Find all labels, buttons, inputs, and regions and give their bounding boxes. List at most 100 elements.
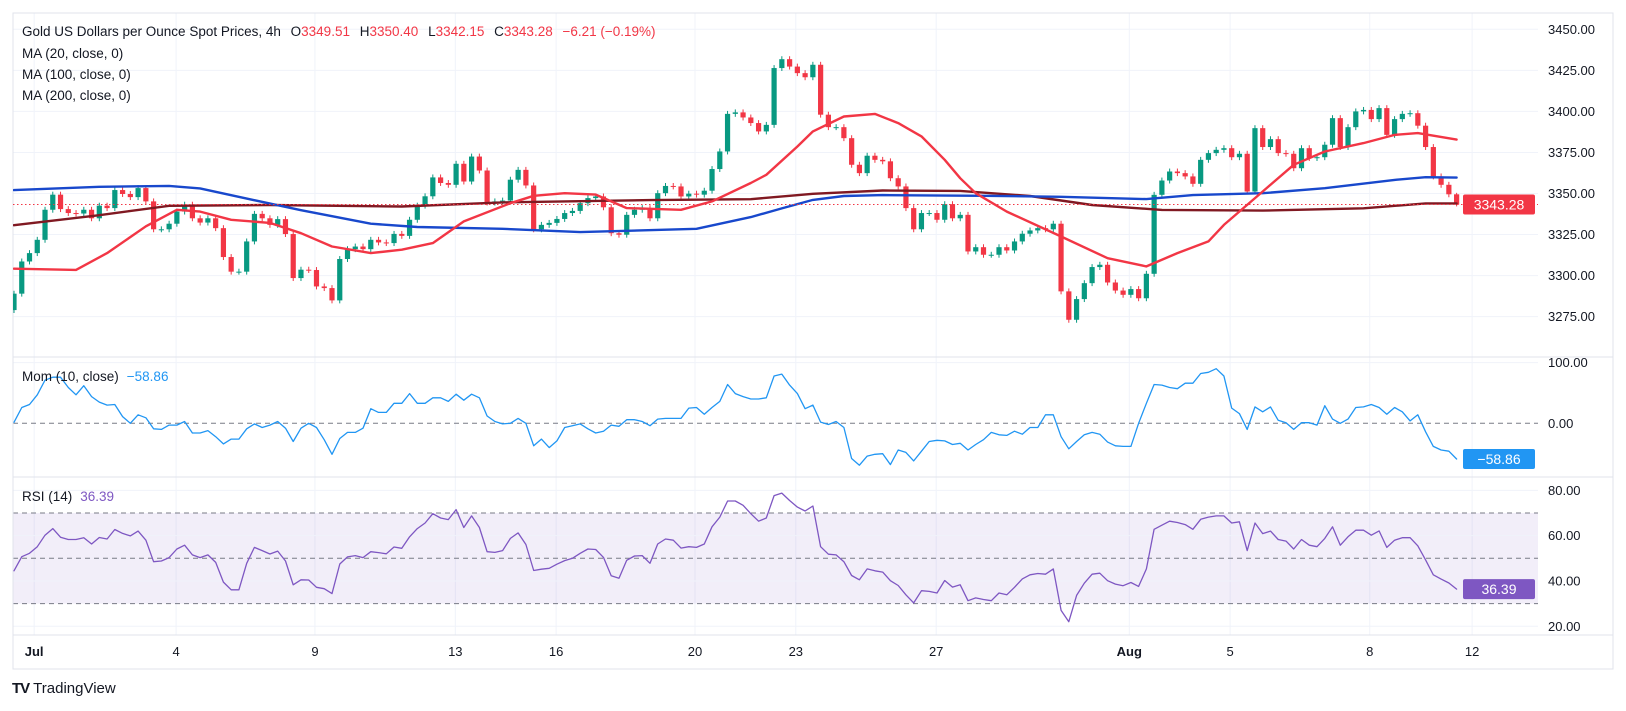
candle[interactable] xyxy=(453,160,459,188)
candle[interactable] xyxy=(166,220,172,233)
candle[interactable] xyxy=(1298,145,1305,172)
candle[interactable] xyxy=(732,109,738,117)
candle[interactable] xyxy=(802,70,808,81)
candle[interactable] xyxy=(1120,287,1126,298)
candle[interactable] xyxy=(1399,110,1405,123)
candle[interactable] xyxy=(1143,270,1149,302)
candle[interactable] xyxy=(531,182,537,233)
candle[interactable] xyxy=(88,206,95,222)
candle[interactable] xyxy=(717,148,723,172)
candle[interactable] xyxy=(50,191,56,213)
candle[interactable] xyxy=(1089,264,1095,287)
candle[interactable] xyxy=(313,267,320,290)
candle[interactable] xyxy=(158,226,164,233)
candle[interactable] xyxy=(864,152,870,177)
candle[interactable] xyxy=(554,215,560,226)
candle[interactable] xyxy=(1368,106,1374,123)
candle[interactable] xyxy=(1104,261,1111,286)
candle[interactable] xyxy=(1221,145,1227,153)
candle[interactable] xyxy=(34,236,40,257)
candle[interactable] xyxy=(476,153,482,174)
rsi-legend[interactable]: RSI (14) 36.39 xyxy=(22,488,114,506)
candle[interactable] xyxy=(856,161,863,177)
candle[interactable] xyxy=(1198,156,1204,187)
candle[interactable] xyxy=(1236,150,1243,161)
candle[interactable] xyxy=(849,135,855,168)
candle[interactable] xyxy=(197,215,203,226)
candle[interactable] xyxy=(1438,173,1444,188)
candle[interactable] xyxy=(65,206,71,216)
candle[interactable] xyxy=(507,176,513,204)
candle[interactable] xyxy=(980,244,987,258)
ma100-line[interactable] xyxy=(13,175,1458,234)
candle[interactable] xyxy=(1275,136,1281,157)
candle[interactable] xyxy=(445,180,451,188)
candle[interactable] xyxy=(228,254,234,275)
candle[interactable] xyxy=(911,205,917,233)
candle[interactable] xyxy=(1430,144,1436,180)
candle[interactable] xyxy=(57,191,64,213)
candle[interactable] xyxy=(259,210,265,222)
candle[interactable] xyxy=(73,210,79,217)
candle[interactable] xyxy=(1066,288,1072,323)
candle[interactable] xyxy=(693,190,700,198)
candle[interactable] xyxy=(329,285,335,304)
candle[interactable] xyxy=(267,215,273,228)
candle[interactable] xyxy=(957,211,963,222)
candle[interactable] xyxy=(1159,177,1165,198)
ma200-legend[interactable]: MA (200, close, 0) xyxy=(22,88,131,103)
candle[interactable] xyxy=(1353,108,1359,131)
candle[interactable] xyxy=(624,211,630,238)
candle[interactable] xyxy=(1136,286,1142,302)
candle[interactable] xyxy=(151,198,157,233)
candle[interactable] xyxy=(205,215,211,226)
candle[interactable] xyxy=(1213,146,1219,157)
candle[interactable] xyxy=(841,124,847,142)
candle[interactable] xyxy=(1384,105,1390,138)
candle[interactable] xyxy=(391,230,397,247)
candle[interactable] xyxy=(220,225,227,261)
candle[interactable] xyxy=(290,231,296,282)
candle[interactable] xyxy=(251,210,258,245)
candle[interactable] xyxy=(19,258,25,297)
candle[interactable] xyxy=(686,190,692,200)
candle[interactable] xyxy=(942,201,948,223)
tradingview-logo[interactable]: TV TradingView xyxy=(12,680,116,697)
candle[interactable] xyxy=(1167,168,1173,184)
candle[interactable] xyxy=(375,236,382,246)
candle[interactable] xyxy=(1190,173,1196,187)
candle[interactable] xyxy=(546,219,552,228)
momentum-legend[interactable]: Mom (10, close) −58.86 xyxy=(22,368,168,386)
momentum-line[interactable] xyxy=(13,368,1458,466)
candle[interactable] xyxy=(236,268,242,275)
ma100-legend[interactable]: MA (100, close, 0) xyxy=(22,67,131,82)
candle[interactable] xyxy=(934,210,940,223)
candle[interactable] xyxy=(1019,230,1025,245)
candle[interactable] xyxy=(119,187,126,197)
candle[interactable] xyxy=(406,216,413,239)
candle[interactable] xyxy=(1174,168,1180,177)
candle[interactable] xyxy=(926,210,932,216)
candle[interactable] xyxy=(1073,296,1080,323)
candle[interactable] xyxy=(562,210,568,222)
candle[interactable] xyxy=(1011,238,1018,254)
candle[interactable] xyxy=(306,266,312,273)
candle[interactable] xyxy=(1027,227,1033,237)
candle[interactable] xyxy=(515,166,521,183)
candle[interactable] xyxy=(1260,125,1266,150)
candle[interactable] xyxy=(996,244,1002,258)
candle[interactable] xyxy=(887,158,894,182)
candle[interactable] xyxy=(11,290,17,314)
candle[interactable] xyxy=(825,111,831,131)
candle[interactable] xyxy=(949,201,956,222)
candle[interactable] xyxy=(988,251,994,258)
rsi-line[interactable] xyxy=(13,492,1458,623)
candle[interactable] xyxy=(779,56,785,72)
candle[interactable] xyxy=(903,183,909,212)
candle[interactable] xyxy=(1376,105,1382,123)
ma20-legend[interactable]: MA (20, close, 0) xyxy=(22,46,124,61)
candle[interactable] xyxy=(1205,150,1212,163)
candle[interactable] xyxy=(26,250,33,265)
candle[interactable] xyxy=(662,182,669,197)
candle[interactable] xyxy=(1283,150,1289,157)
